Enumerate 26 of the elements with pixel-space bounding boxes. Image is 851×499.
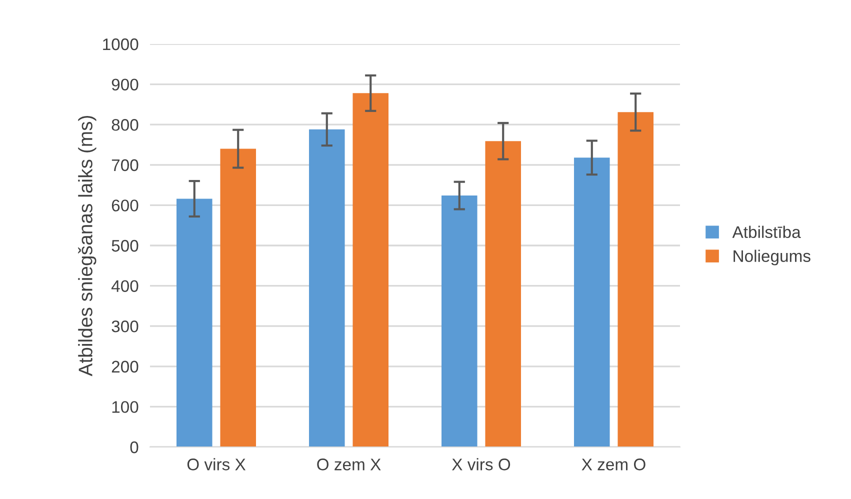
x-tick-label: O virs X (187, 458, 246, 470)
bar (352, 93, 388, 447)
legend-label: Noliegums (734, 250, 810, 266)
x-tick-label: X virs O (452, 458, 510, 470)
y-tick-label: 200 (112, 360, 138, 373)
bar (442, 196, 478, 447)
y-axis-title: Atbildes sniegšanas laiks (ms) (78, 116, 96, 376)
y-tick-label: 300 (112, 320, 138, 332)
legend-label: Atbilstība (732, 226, 801, 238)
y-tick-label: 700 (112, 159, 138, 172)
x-tick-label: X zem O (582, 458, 646, 470)
y-tick-label: 900 (112, 78, 138, 91)
y-tick-label: 600 (112, 200, 138, 212)
bar (618, 112, 654, 447)
bar (485, 141, 521, 447)
bar (176, 198, 212, 447)
y-tick-label: 100 (112, 401, 138, 413)
bar (220, 148, 256, 447)
y-tick-label: 800 (112, 119, 138, 131)
x-tick-label: O zem X (317, 458, 381, 470)
bar (574, 158, 610, 447)
bar (309, 129, 345, 447)
y-tick-label: 1000 (103, 38, 138, 50)
y-tick-label: 500 (112, 240, 138, 252)
y-tick-label: 0 (130, 441, 138, 454)
y-tick-label: 400 (111, 280, 138, 292)
